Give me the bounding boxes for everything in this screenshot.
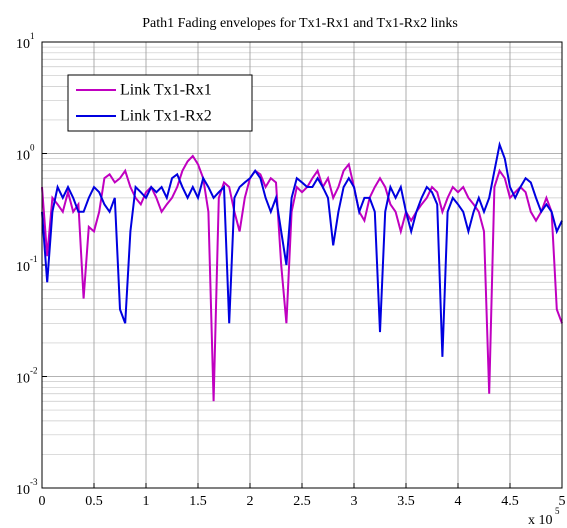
y-tick-label: 10 — [16, 149, 30, 164]
series-line — [41, 141, 563, 357]
x-tick-label: 4 — [455, 494, 462, 509]
x-tick-label: 1 — [143, 494, 150, 509]
x-tick-label: 1.5 — [189, 494, 207, 509]
x-tick-label: 0 — [39, 494, 46, 509]
legend-label: Link Tx1-Rx2 — [120, 108, 212, 125]
legend-label: Link Tx1-Rx1 — [120, 82, 212, 99]
x-multiplier: x 10 — [528, 513, 553, 528]
y-tick-exponent: -1 — [30, 254, 38, 264]
y-tick-exponent: -2 — [30, 366, 38, 376]
x-tick-label: 5 — [559, 494, 566, 509]
y-tick-label: 10 — [16, 483, 30, 498]
legend-box — [67, 74, 253, 132]
y-tick-exponent: -3 — [30, 477, 38, 487]
x-tick-label: 3.5 — [397, 494, 415, 509]
y-tick-label: 10 — [16, 372, 30, 387]
y-tick-label: 10 — [16, 260, 30, 275]
x-tick-label: 0.5 — [85, 494, 103, 509]
y-tick-label: 10 — [16, 37, 30, 52]
x-multiplier-exponent: 5 — [555, 506, 560, 516]
y-tick-exponent: 0 — [30, 143, 35, 153]
x-tick-label: 4.5 — [501, 494, 519, 509]
x-tick-label: 3 — [351, 494, 358, 509]
y-tick-exponent: 1 — [30, 31, 35, 41]
x-tick-label: 2.5 — [293, 494, 311, 509]
x-tick-label: 2 — [247, 494, 254, 509]
plot-frame — [41, 41, 563, 489]
chart-title: Path1 Fading envelopes for Tx1-Rx1 and T… — [142, 16, 458, 31]
